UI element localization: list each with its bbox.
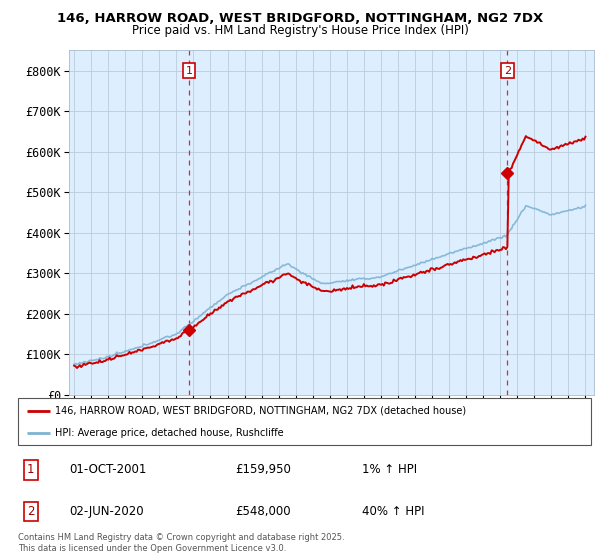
Text: 2: 2 (504, 66, 511, 76)
Text: 2: 2 (27, 505, 34, 518)
Text: £159,950: £159,950 (236, 464, 292, 477)
Text: Price paid vs. HM Land Registry's House Price Index (HPI): Price paid vs. HM Land Registry's House … (131, 24, 469, 37)
Text: 01-OCT-2001: 01-OCT-2001 (70, 464, 147, 477)
Text: 146, HARROW ROAD, WEST BRIDGFORD, NOTTINGHAM, NG2 7DX: 146, HARROW ROAD, WEST BRIDGFORD, NOTTIN… (57, 12, 543, 25)
Text: 1: 1 (185, 66, 193, 76)
Text: Contains HM Land Registry data © Crown copyright and database right 2025.
This d: Contains HM Land Registry data © Crown c… (18, 533, 344, 553)
Text: 146, HARROW ROAD, WEST BRIDGFORD, NOTTINGHAM, NG2 7DX (detached house): 146, HARROW ROAD, WEST BRIDGFORD, NOTTIN… (55, 406, 466, 416)
Text: HPI: Average price, detached house, Rushcliffe: HPI: Average price, detached house, Rush… (55, 428, 284, 438)
Text: 02-JUN-2020: 02-JUN-2020 (70, 505, 144, 518)
Text: 1% ↑ HPI: 1% ↑ HPI (362, 464, 417, 477)
Text: £548,000: £548,000 (236, 505, 292, 518)
Text: 40% ↑ HPI: 40% ↑ HPI (362, 505, 424, 518)
Text: 1: 1 (27, 464, 34, 477)
